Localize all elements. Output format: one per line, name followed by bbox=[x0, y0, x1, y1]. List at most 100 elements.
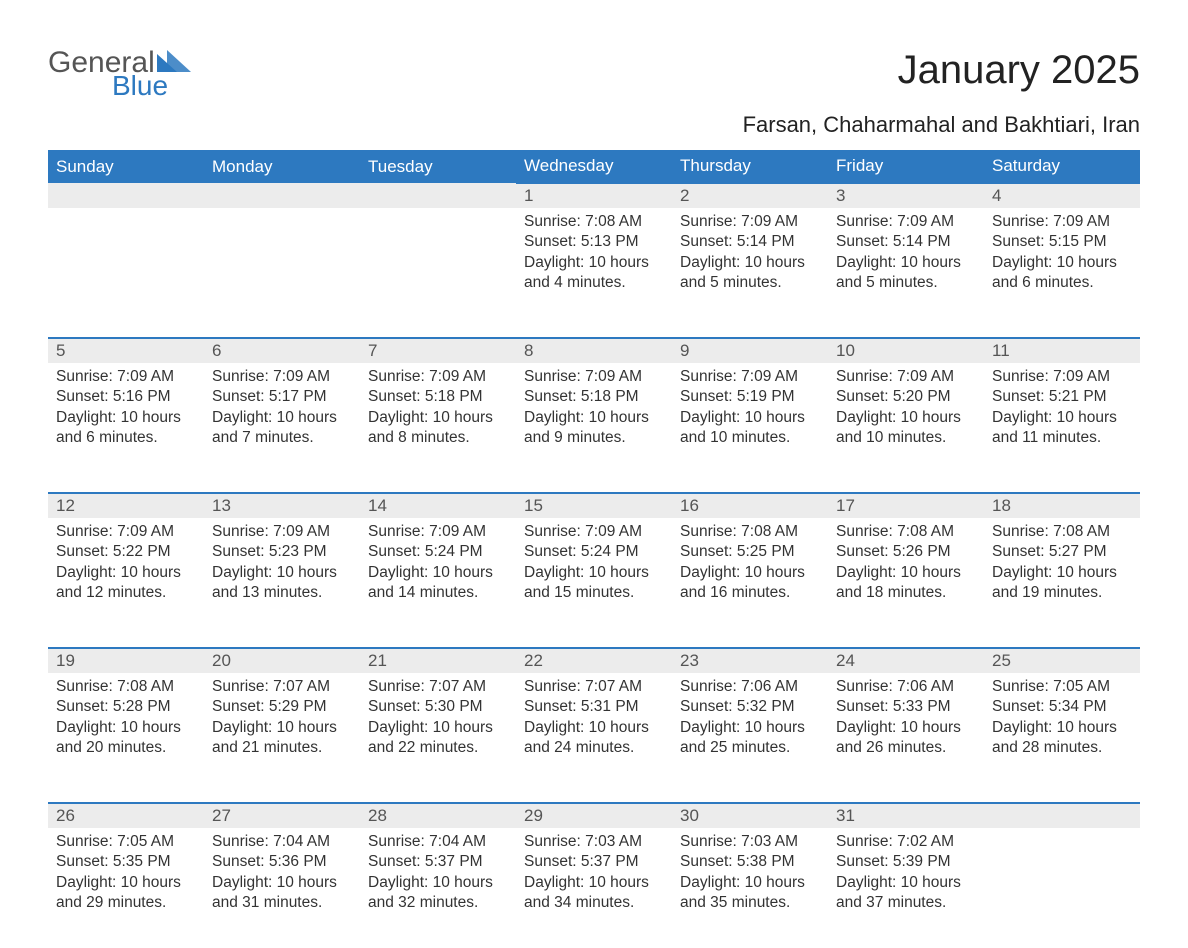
sunrise-text: Sunrise: 7:08 AM bbox=[836, 522, 976, 542]
day-content-cell: Sunrise: 7:09 AMSunset: 5:21 PMDaylight:… bbox=[984, 363, 1140, 493]
day-content-cell: Sunrise: 7:09 AMSunset: 5:16 PMDaylight:… bbox=[48, 363, 204, 493]
day-content-cell bbox=[204, 208, 360, 338]
day-content-cell: Sunrise: 7:09 AMSunset: 5:15 PMDaylight:… bbox=[984, 208, 1140, 338]
daylight-text-1: Daylight: 10 hours bbox=[212, 718, 352, 738]
daylight-text-1: Daylight: 10 hours bbox=[992, 253, 1132, 273]
daylight-text-2: and 16 minutes. bbox=[680, 583, 820, 603]
sunrise-text: Sunrise: 7:04 AM bbox=[368, 832, 508, 852]
day-number-cell: 27 bbox=[204, 803, 360, 828]
day-number-cell: 7 bbox=[360, 338, 516, 363]
daylight-text-2: and 11 minutes. bbox=[992, 428, 1132, 448]
day-number-cell: 14 bbox=[360, 493, 516, 518]
sunset-text: Sunset: 5:31 PM bbox=[524, 697, 664, 717]
sunset-text: Sunset: 5:18 PM bbox=[368, 387, 508, 407]
day-number-cell: 23 bbox=[672, 648, 828, 673]
sunrise-text: Sunrise: 7:09 AM bbox=[836, 212, 976, 232]
day-number-cell: 6 bbox=[204, 338, 360, 363]
day-content-cell: Sunrise: 7:05 AMSunset: 5:34 PMDaylight:… bbox=[984, 673, 1140, 803]
daylight-text-1: Daylight: 10 hours bbox=[836, 873, 976, 893]
sunrise-text: Sunrise: 7:06 AM bbox=[836, 677, 976, 697]
daylight-text-2: and 10 minutes. bbox=[836, 428, 976, 448]
daylight-text-2: and 20 minutes. bbox=[56, 738, 196, 758]
daylight-text-1: Daylight: 10 hours bbox=[524, 718, 664, 738]
daylight-text-1: Daylight: 10 hours bbox=[368, 718, 508, 738]
sunrise-text: Sunrise: 7:09 AM bbox=[992, 212, 1132, 232]
daylight-text-2: and 13 minutes. bbox=[212, 583, 352, 603]
day-content-cell: Sunrise: 7:09 AMSunset: 5:23 PMDaylight:… bbox=[204, 518, 360, 648]
sunset-text: Sunset: 5:28 PM bbox=[56, 697, 196, 717]
daylight-text-1: Daylight: 10 hours bbox=[524, 563, 664, 583]
sunset-text: Sunset: 5:33 PM bbox=[836, 697, 976, 717]
daylight-text-2: and 22 minutes. bbox=[368, 738, 508, 758]
daylight-text-2: and 6 minutes. bbox=[992, 273, 1132, 293]
sunset-text: Sunset: 5:37 PM bbox=[368, 852, 508, 872]
daylight-text-1: Daylight: 10 hours bbox=[524, 253, 664, 273]
sunset-text: Sunset: 5:35 PM bbox=[56, 852, 196, 872]
day-number-cell: 9 bbox=[672, 338, 828, 363]
daylight-text-1: Daylight: 10 hours bbox=[992, 408, 1132, 428]
daylight-text-2: and 9 minutes. bbox=[524, 428, 664, 448]
daylight-text-1: Daylight: 10 hours bbox=[524, 408, 664, 428]
day-number-cell: 3 bbox=[828, 183, 984, 208]
month-title: January 2025 bbox=[898, 48, 1140, 93]
day-content-cell: Sunrise: 7:03 AMSunset: 5:38 PMDaylight:… bbox=[672, 828, 828, 948]
day-number-cell: 28 bbox=[360, 803, 516, 828]
day-number-cell: 8 bbox=[516, 338, 672, 363]
day-header: Monday bbox=[204, 150, 360, 183]
daylight-text-2: and 31 minutes. bbox=[212, 893, 352, 913]
daylight-text-2: and 32 minutes. bbox=[368, 893, 508, 913]
daylight-text-1: Daylight: 10 hours bbox=[992, 718, 1132, 738]
day-number-cell: 16 bbox=[672, 493, 828, 518]
sunset-text: Sunset: 5:34 PM bbox=[992, 697, 1132, 717]
day-content-cell: Sunrise: 7:07 AMSunset: 5:31 PMDaylight:… bbox=[516, 673, 672, 803]
sunset-text: Sunset: 5:30 PM bbox=[368, 697, 508, 717]
daylight-text-2: and 12 minutes. bbox=[56, 583, 196, 603]
day-content-cell: Sunrise: 7:08 AMSunset: 5:28 PMDaylight:… bbox=[48, 673, 204, 803]
day-content-cell: Sunrise: 7:09 AMSunset: 5:22 PMDaylight:… bbox=[48, 518, 204, 648]
day-content-cell: Sunrise: 7:09 AMSunset: 5:18 PMDaylight:… bbox=[360, 363, 516, 493]
sunset-text: Sunset: 5:19 PM bbox=[680, 387, 820, 407]
day-number-cell: 1 bbox=[516, 183, 672, 208]
sunset-text: Sunset: 5:24 PM bbox=[368, 542, 508, 562]
daylight-text-2: and 25 minutes. bbox=[680, 738, 820, 758]
daylight-text-2: and 10 minutes. bbox=[680, 428, 820, 448]
day-number-cell: 22 bbox=[516, 648, 672, 673]
day-number-cell: 11 bbox=[984, 338, 1140, 363]
sunset-text: Sunset: 5:16 PM bbox=[56, 387, 196, 407]
day-number-cell: 31 bbox=[828, 803, 984, 828]
sunrise-text: Sunrise: 7:02 AM bbox=[836, 832, 976, 852]
daylight-text-1: Daylight: 10 hours bbox=[680, 408, 820, 428]
sunrise-text: Sunrise: 7:04 AM bbox=[212, 832, 352, 852]
day-content-cell: Sunrise: 7:02 AMSunset: 5:39 PMDaylight:… bbox=[828, 828, 984, 948]
daylight-text-1: Daylight: 10 hours bbox=[368, 873, 508, 893]
sunset-text: Sunset: 5:13 PM bbox=[524, 232, 664, 252]
calendar-table: SundayMondayTuesdayWednesdayThursdayFrid… bbox=[48, 150, 1140, 948]
sunrise-text: Sunrise: 7:09 AM bbox=[836, 367, 976, 387]
daylight-text-1: Daylight: 10 hours bbox=[212, 563, 352, 583]
sunset-text: Sunset: 5:14 PM bbox=[836, 232, 976, 252]
sunrise-text: Sunrise: 7:03 AM bbox=[524, 832, 664, 852]
sunrise-text: Sunrise: 7:06 AM bbox=[680, 677, 820, 697]
day-content-cell: Sunrise: 7:08 AMSunset: 5:26 PMDaylight:… bbox=[828, 518, 984, 648]
day-content-cell: Sunrise: 7:09 AMSunset: 5:19 PMDaylight:… bbox=[672, 363, 828, 493]
daylight-text-2: and 15 minutes. bbox=[524, 583, 664, 603]
day-number-cell: 26 bbox=[48, 803, 204, 828]
sunrise-text: Sunrise: 7:09 AM bbox=[212, 367, 352, 387]
day-header: Wednesday bbox=[516, 150, 672, 183]
sunrise-text: Sunrise: 7:09 AM bbox=[212, 522, 352, 542]
daylight-text-1: Daylight: 10 hours bbox=[56, 408, 196, 428]
daylight-text-2: and 8 minutes. bbox=[368, 428, 508, 448]
daylight-text-2: and 7 minutes. bbox=[212, 428, 352, 448]
day-content-cell: Sunrise: 7:06 AMSunset: 5:33 PMDaylight:… bbox=[828, 673, 984, 803]
daylight-text-1: Daylight: 10 hours bbox=[992, 563, 1132, 583]
day-content-cell: Sunrise: 7:06 AMSunset: 5:32 PMDaylight:… bbox=[672, 673, 828, 803]
daylight-text-2: and 26 minutes. bbox=[836, 738, 976, 758]
daylight-text-2: and 19 minutes. bbox=[992, 583, 1132, 603]
day-content-cell: Sunrise: 7:03 AMSunset: 5:37 PMDaylight:… bbox=[516, 828, 672, 948]
day-number-cell bbox=[48, 183, 204, 208]
day-content-cell: Sunrise: 7:09 AMSunset: 5:14 PMDaylight:… bbox=[672, 208, 828, 338]
title-block: January 2025 bbox=[898, 48, 1140, 93]
day-header: Tuesday bbox=[360, 150, 516, 183]
day-content-cell: Sunrise: 7:09 AMSunset: 5:18 PMDaylight:… bbox=[516, 363, 672, 493]
sunset-text: Sunset: 5:22 PM bbox=[56, 542, 196, 562]
